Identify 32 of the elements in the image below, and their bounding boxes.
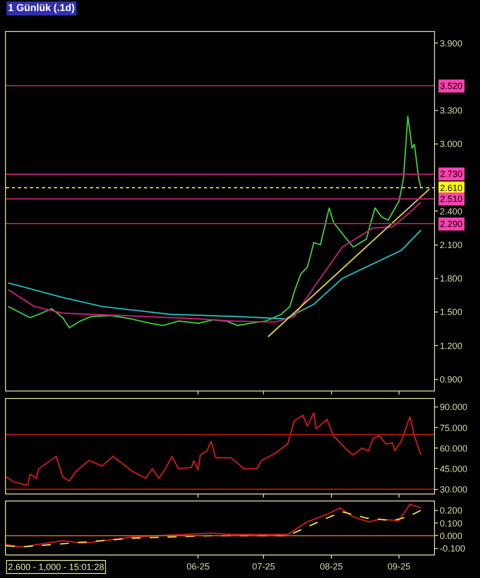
y-tick-label: 2.100	[440, 240, 462, 250]
x-tick-label: 09-25	[388, 561, 411, 572]
y-tick-label: 0.000	[440, 530, 462, 541]
y-tick-label: 60.000	[440, 443, 468, 454]
ref-line-label: 2.510	[440, 194, 463, 204]
x-tick-label: 06-25	[186, 561, 210, 572]
y-tick-label: 30.000	[440, 484, 468, 494]
y-tick-label: 90.000	[440, 402, 468, 412]
x-tick-label: 08-25	[320, 561, 343, 572]
y-tick-label: 0.200	[440, 506, 462, 516]
y-tick-label: 3.300	[440, 106, 462, 116]
y-tick-label: 3.000	[440, 139, 462, 150]
y-tick-label: 45.000	[440, 464, 468, 474]
y-tick-label: 1.500	[440, 307, 462, 318]
ref-line-label: 3.520	[440, 81, 463, 91]
y-tick-label: 2.400	[440, 206, 462, 216]
line-series	[6, 412, 422, 486]
y-tick-label: 3.900	[440, 38, 462, 48]
chart-title: 1 Günlük (.1d)	[8, 3, 75, 14]
x-tick-label: 07-25	[252, 561, 276, 572]
ref-line-label: 2.610	[440, 183, 463, 193]
ref-line-label: 2.290	[440, 219, 463, 229]
y-tick-label: 0.900	[440, 374, 462, 384]
y-tick-label: 0.100	[440, 518, 462, 528]
line-series	[8, 230, 422, 320]
y-tick-label: -0.100	[440, 543, 466, 554]
line-series	[8, 115, 422, 328]
y-tick-label: 1.800	[440, 274, 462, 284]
y-tick-label: 75.000	[440, 422, 468, 433]
y-tick-label: 1.200	[440, 340, 462, 351]
ref-line-label: 2.730	[440, 169, 463, 179]
text: 2.600 - 1,000 - 15:01:28	[8, 562, 104, 572]
